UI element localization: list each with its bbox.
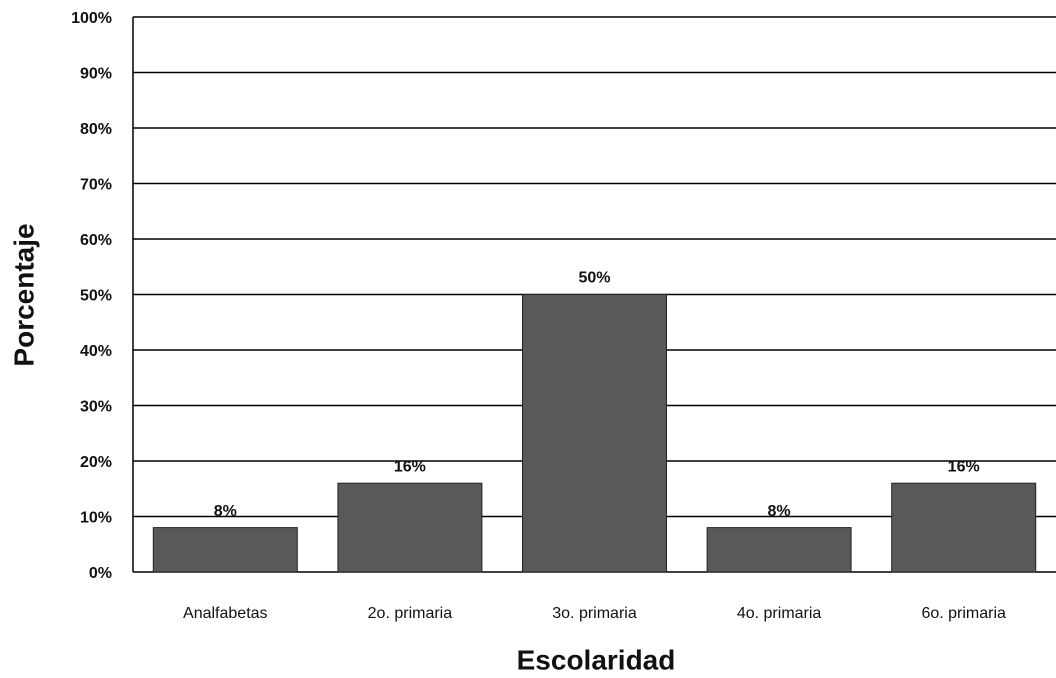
y-axis-label: Porcentaje	[8, 223, 39, 366]
x-tick-label: 2o. primaria	[368, 605, 453, 622]
y-tick-label: 90%	[80, 66, 112, 83]
x-tick-label: 4o. primaria	[737, 605, 822, 622]
bar	[891, 482, 1037, 573]
bar	[152, 527, 298, 573]
bar	[522, 294, 667, 573]
value-label: 8%	[768, 503, 791, 520]
y-tick-label: 60%	[80, 232, 112, 249]
y-tick-label: 80%	[80, 121, 112, 138]
y-tick-label: 20%	[80, 454, 112, 471]
y-tick-label: 0%	[89, 565, 112, 582]
y-tick-label: 40%	[80, 343, 112, 360]
y-tick-label: 50%	[80, 288, 112, 305]
value-label: 50%	[578, 270, 610, 287]
x-tick-label: 3o. primaria	[552, 605, 637, 622]
y-tick-label: 10%	[80, 510, 112, 527]
y-tick-label: 70%	[80, 177, 112, 194]
x-tick-label: 6o. primaria	[921, 605, 1006, 622]
x-tick-label: Analfabetas	[183, 605, 268, 622]
bar	[706, 527, 852, 573]
y-tick-label: 100%	[71, 10, 112, 27]
value-label: 16%	[394, 458, 426, 475]
y-tick-label: 30%	[80, 399, 112, 416]
bar	[337, 482, 483, 573]
value-label: 8%	[214, 503, 237, 520]
x-axis-label: Escolaridad	[517, 644, 676, 675]
value-label: 16%	[948, 458, 980, 475]
